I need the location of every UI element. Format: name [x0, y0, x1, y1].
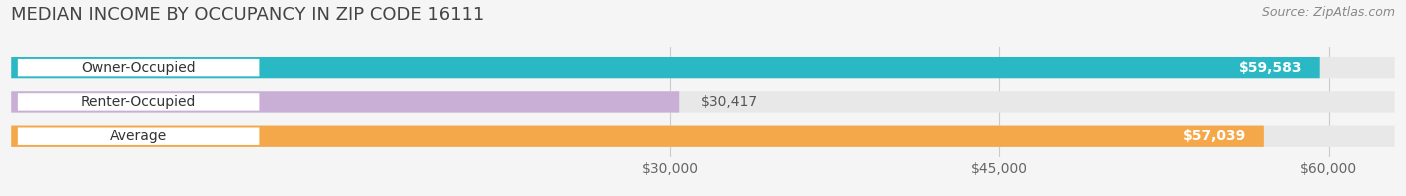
Text: Renter-Occupied: Renter-Occupied: [82, 95, 197, 109]
FancyBboxPatch shape: [11, 126, 1264, 147]
Text: Average: Average: [110, 129, 167, 143]
FancyBboxPatch shape: [18, 93, 259, 111]
FancyBboxPatch shape: [11, 57, 1320, 78]
FancyBboxPatch shape: [11, 91, 1395, 113]
FancyBboxPatch shape: [11, 57, 1395, 78]
FancyBboxPatch shape: [11, 91, 679, 113]
Text: $59,583: $59,583: [1239, 61, 1302, 75]
FancyBboxPatch shape: [18, 59, 259, 76]
Text: Owner-Occupied: Owner-Occupied: [82, 61, 195, 75]
FancyBboxPatch shape: [18, 128, 259, 145]
Text: $30,417: $30,417: [702, 95, 758, 109]
FancyBboxPatch shape: [11, 126, 1395, 147]
Text: MEDIAN INCOME BY OCCUPANCY IN ZIP CODE 16111: MEDIAN INCOME BY OCCUPANCY IN ZIP CODE 1…: [11, 6, 485, 24]
Text: $57,039: $57,039: [1182, 129, 1246, 143]
Text: Source: ZipAtlas.com: Source: ZipAtlas.com: [1261, 6, 1395, 19]
